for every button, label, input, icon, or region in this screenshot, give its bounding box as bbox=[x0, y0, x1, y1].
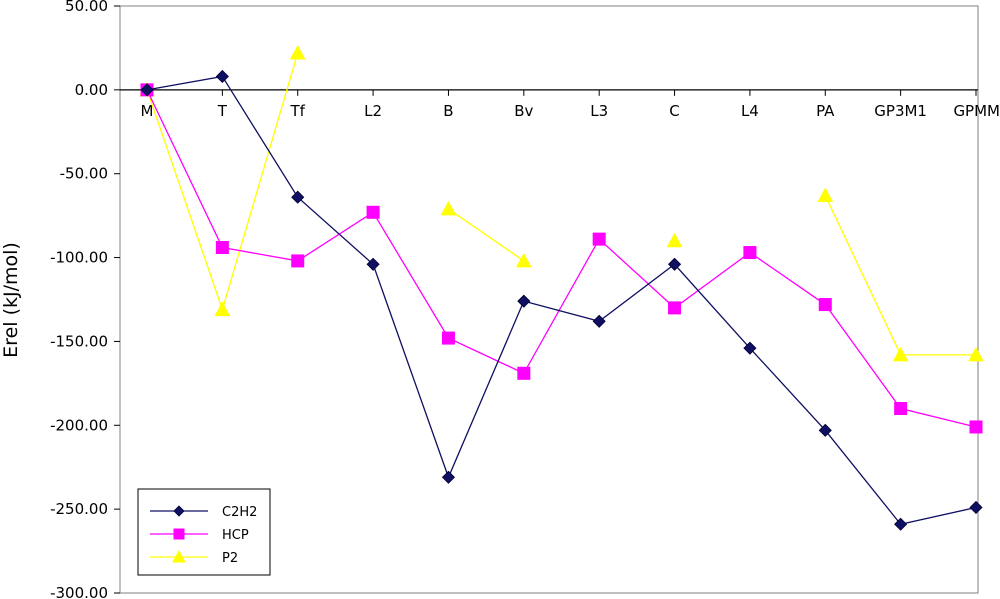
data-point-p2 bbox=[440, 200, 457, 216]
data-point-c2h2 bbox=[894, 517, 908, 531]
series-line-c2h2 bbox=[146, 75, 977, 525]
x-tick-label: B bbox=[443, 102, 453, 120]
data-point-hcp bbox=[215, 241, 229, 255]
data-point-hcp bbox=[517, 366, 531, 380]
x-tick-label: GP3M1 bbox=[874, 102, 927, 120]
data-point-hcp bbox=[743, 246, 757, 260]
x-tick-label: T bbox=[217, 102, 228, 120]
y-tick-label: 0.00 bbox=[75, 81, 108, 99]
data-point-p2 bbox=[515, 252, 532, 268]
data-point-c2h2 bbox=[818, 423, 832, 437]
data-point-hcp bbox=[969, 420, 983, 434]
legend-marker-hcp bbox=[173, 528, 185, 540]
y-tick-label: 50.00 bbox=[65, 0, 108, 15]
x-tick-label: GPMM bbox=[953, 102, 1000, 120]
legend-label-c2h2: C2H2 bbox=[222, 505, 257, 520]
data-point-c2h2 bbox=[743, 341, 757, 355]
data-point-hcp bbox=[894, 402, 908, 416]
legend-marker-p2 bbox=[172, 549, 186, 563]
data-point-hcp bbox=[592, 232, 606, 246]
y-tick-label: -200.00 bbox=[50, 416, 108, 434]
y-axis-title: Erel (kJ/mol) bbox=[0, 242, 22, 358]
data-point-p2 bbox=[289, 44, 306, 60]
plot-area: 50.00 0.00 -50.00 -100.00 -150.00 -200.00 -250… bbox=[50, 0, 1000, 599]
series-line-p2 bbox=[448, 208, 525, 262]
y-tick-label: -50.00 bbox=[60, 165, 108, 183]
legend-label-hcp: HCP bbox=[222, 528, 249, 543]
data-point-hcp bbox=[441, 331, 455, 345]
data-point-c2h2 bbox=[140, 83, 154, 97]
data-point-p2 bbox=[666, 232, 683, 248]
series-line-p2 bbox=[824, 195, 976, 356]
data-point-c2h2 bbox=[366, 257, 380, 271]
x-tick-label: Tf bbox=[290, 102, 306, 120]
plot-frame bbox=[119, 5, 979, 594]
data-point-hcp bbox=[291, 254, 305, 268]
x-tick-label: M bbox=[141, 102, 154, 120]
data-point-c2h2 bbox=[517, 294, 531, 308]
legend-box bbox=[137, 488, 271, 576]
y-tick-label: -100.00 bbox=[50, 249, 108, 267]
x-tick-label: PA bbox=[816, 102, 835, 120]
data-point-hcp bbox=[668, 301, 682, 315]
data-point-c2h2 bbox=[592, 314, 606, 328]
legend-label-p2: P2 bbox=[222, 551, 238, 566]
legend-marker-c2h2 bbox=[173, 505, 185, 517]
x-tick-label: C bbox=[669, 102, 679, 120]
data-point-p2 bbox=[968, 346, 984, 362]
data-point-c2h2 bbox=[215, 69, 229, 84]
data-point-c2h2 bbox=[969, 500, 983, 515]
y-tick-label: -250.00 bbox=[50, 500, 108, 518]
y-tick-label: -150.00 bbox=[50, 332, 108, 350]
data-point-p2 bbox=[214, 301, 231, 317]
legend: C2H2 HCP P2 bbox=[137, 488, 271, 576]
x-tick-label: L2 bbox=[364, 102, 382, 120]
series-line-hcp bbox=[146, 89, 977, 428]
data-point-hcp bbox=[366, 205, 380, 219]
data-point-p2 bbox=[817, 187, 834, 203]
x-tick-label: L4 bbox=[741, 102, 759, 120]
data-point-c2h2 bbox=[441, 470, 456, 484]
y-tick-label: -300.00 bbox=[50, 584, 108, 599]
data-point-c2h2 bbox=[291, 190, 305, 204]
x-tick-label: L3 bbox=[590, 102, 608, 120]
data-point-hcp bbox=[818, 298, 832, 312]
data-point-c2h2 bbox=[667, 257, 682, 271]
data-point-p2 bbox=[892, 346, 909, 362]
x-tick-label: Bv bbox=[514, 102, 533, 120]
